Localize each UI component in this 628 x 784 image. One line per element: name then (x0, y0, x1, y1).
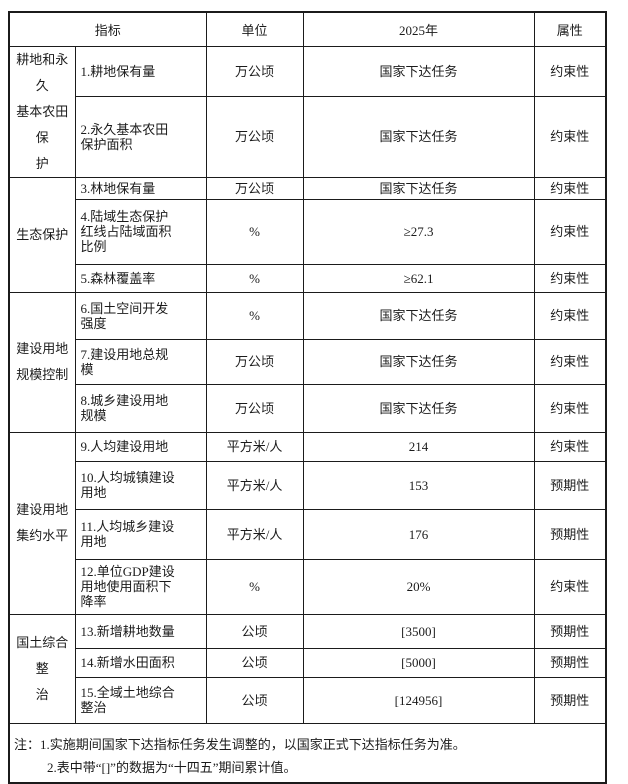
unit-cell: % (205, 263, 304, 293)
note-line-1: 注：1.实施期间国家下达指标任务发生调整的，以国家正式下达指标任务为准。 (14, 736, 466, 752)
unit-cell: 平方米/人 (205, 460, 304, 510)
indicator-cell: 1.耕地保有量 (74, 45, 207, 97)
attribute-cell: 约束性 (533, 291, 607, 340)
attribute-cell: 预期性 (533, 676, 607, 724)
unit-cell: % (205, 291, 304, 340)
category-cell: 国土综合整 治 (8, 613, 76, 724)
indicator-cell: 7.建设用地总规 模 (74, 338, 207, 385)
value-cell: 国家下达任务 (302, 383, 535, 433)
indicator-cell: 2.永久基本农田 保护面积 (74, 95, 207, 178)
attribute-cell: 约束性 (533, 263, 607, 293)
indicator-cell: 4.陆域生态保护 红线占陆域面积 比例 (74, 198, 207, 265)
table-row: 国土综合整 治 13.新增耕地数量 公顷 [3500] 预期性 (8, 613, 607, 724)
notes-cell: 注：1.实施期间国家下达指标任务发生调整的，以国家正式下达指标任务为准。 2.表… (8, 722, 607, 784)
unit-cell: 万公顷 (205, 338, 304, 385)
attribute-cell: 约束性 (533, 383, 607, 433)
table-row: 建设用地 规模控制 6.国土空间开发 强度 % 国家下达任务 约束性 (8, 291, 607, 433)
attribute-cell: 预期性 (533, 647, 607, 678)
unit-cell: 公顷 (205, 676, 304, 724)
table-row: 10.人均城镇建设 用地 平方米/人 153 预期性 (9, 460, 607, 510)
indicator-cell: 13.新增耕地数量 (74, 613, 207, 649)
attribute-cell: 约束性 (533, 338, 607, 385)
value-cell: 国家下达任务 (302, 95, 535, 178)
indicator-cell: 6.国土空间开发 强度 (74, 291, 207, 340)
table-row: 11.人均城乡建设 用地 平方米/人 176 预期性 (9, 508, 607, 560)
unit-cell: 万公顷 (205, 45, 304, 97)
indicator-cell: 10.人均城镇建设 用地 (74, 460, 207, 510)
unit-cell: 万公顷 (205, 95, 304, 178)
attribute-cell: 约束性 (533, 45, 607, 97)
table-row: 2.永久基本农田 保护面积 万公顷 国家下达任务 约束性 (9, 95, 607, 178)
indicator-cell: 15.全域土地综合 整治 (74, 676, 207, 724)
attribute-cell: 约束性 (533, 176, 607, 200)
indicators-table: 指标 单位 2025年 属性 耕地和永久 基本农田保 护 1.耕地保有量 万公顷… (8, 11, 608, 784)
table-row: 8.城乡建设用地 规模 万公顷 国家下达任务 约束性 (9, 383, 607, 433)
value-cell: 153 (302, 460, 535, 510)
table-row: 生态保护 3.林地保有量 万公顷 国家下达任务 约束性 (8, 176, 607, 293)
table-row: 建设用地 集约水平 9.人均建设用地 平方米/人 214 约束性 (8, 431, 607, 615)
unit-cell: 公顷 (205, 613, 304, 649)
value-cell: 国家下达任务 (302, 45, 535, 97)
value-cell: 20% (302, 558, 535, 615)
value-cell: [5000] (302, 647, 535, 678)
indicator-cell: 5.森林覆盖率 (74, 263, 207, 293)
value-cell: ≥62.1 (302, 263, 535, 293)
category-cell: 建设用地 规模控制 (8, 291, 76, 433)
unit-cell: 平方米/人 (205, 508, 304, 560)
header-attribute: 属性 (533, 11, 607, 47)
value-cell: 214 (302, 431, 535, 462)
table-row: 7.建设用地总规 模 万公顷 国家下达任务 约束性 (9, 338, 607, 385)
notes-row: 注：1.实施期间国家下达指标任务发生调整的，以国家正式下达指标任务为准。 2.表… (8, 722, 607, 784)
indicator-cell: 14.新增水田面积 (74, 647, 207, 678)
unit-cell: 公顷 (205, 647, 304, 678)
header-unit: 单位 (205, 11, 304, 47)
indicator-cell: 3.林地保有量 (74, 176, 207, 200)
header-row: 指标 单位 2025年 属性 (8, 11, 607, 47)
indicator-cell: 8.城乡建设用地 规模 (74, 383, 207, 433)
note-line-2: 2.表中带“[]”的数据为“十四五”期间累计值。 (47, 759, 297, 775)
attribute-cell: 预期性 (533, 508, 607, 560)
table-row: 耕地和永久 基本农田保 护 1.耕地保有量 万公顷 国家下达任务 约束性 (8, 45, 607, 178)
table-row: 14.新增水田面积 公顷 [5000] 预期性 (9, 647, 607, 678)
header-year: 2025年 (302, 11, 535, 47)
indicator-cell: 12.单位GDP建设 用地使用面积下 降率 (74, 558, 207, 615)
table-row: 15.全域土地综合 整治 公顷 [124956] 预期性 (9, 676, 607, 724)
value-cell: 国家下达任务 (302, 291, 535, 340)
indicator-cell: 9.人均建设用地 (74, 431, 207, 462)
table-row: 12.单位GDP建设 用地使用面积下 降率 % 20% 约束性 (9, 558, 607, 615)
unit-cell: 万公顷 (205, 383, 304, 433)
unit-cell: 平方米/人 (205, 431, 304, 462)
value-cell: 国家下达任务 (302, 176, 535, 200)
value-cell: [3500] (302, 613, 535, 649)
value-cell: [124956] (302, 676, 535, 724)
attribute-cell: 约束性 (533, 558, 607, 615)
value-cell: ≥27.3 (302, 198, 535, 265)
document-page: 指标 单位 2025年 属性 耕地和永久 基本农田保 护 1.耕地保有量 万公顷… (8, 11, 608, 784)
unit-cell: % (205, 198, 304, 265)
category-cell: 建设用地 集约水平 (8, 431, 76, 615)
category-cell: 生态保护 (8, 176, 76, 293)
table-row: 5.森林覆盖率 % ≥62.1 约束性 (9, 263, 607, 293)
unit-cell: 万公顷 (205, 176, 304, 200)
unit-cell: % (205, 558, 304, 615)
category-cell: 耕地和永久 基本农田保 护 (8, 45, 76, 178)
attribute-cell: 约束性 (533, 95, 607, 178)
attribute-cell: 约束性 (533, 431, 607, 462)
header-indicator: 指标 (8, 11, 207, 47)
indicator-cell: 11.人均城乡建设 用地 (74, 508, 207, 560)
attribute-cell: 预期性 (533, 613, 607, 649)
table-row: 4.陆域生态保护 红线占陆域面积 比例 % ≥27.3 约束性 (9, 198, 607, 265)
attribute-cell: 约束性 (533, 198, 607, 265)
attribute-cell: 预期性 (533, 460, 607, 510)
value-cell: 国家下达任务 (302, 338, 535, 385)
value-cell: 176 (302, 508, 535, 560)
